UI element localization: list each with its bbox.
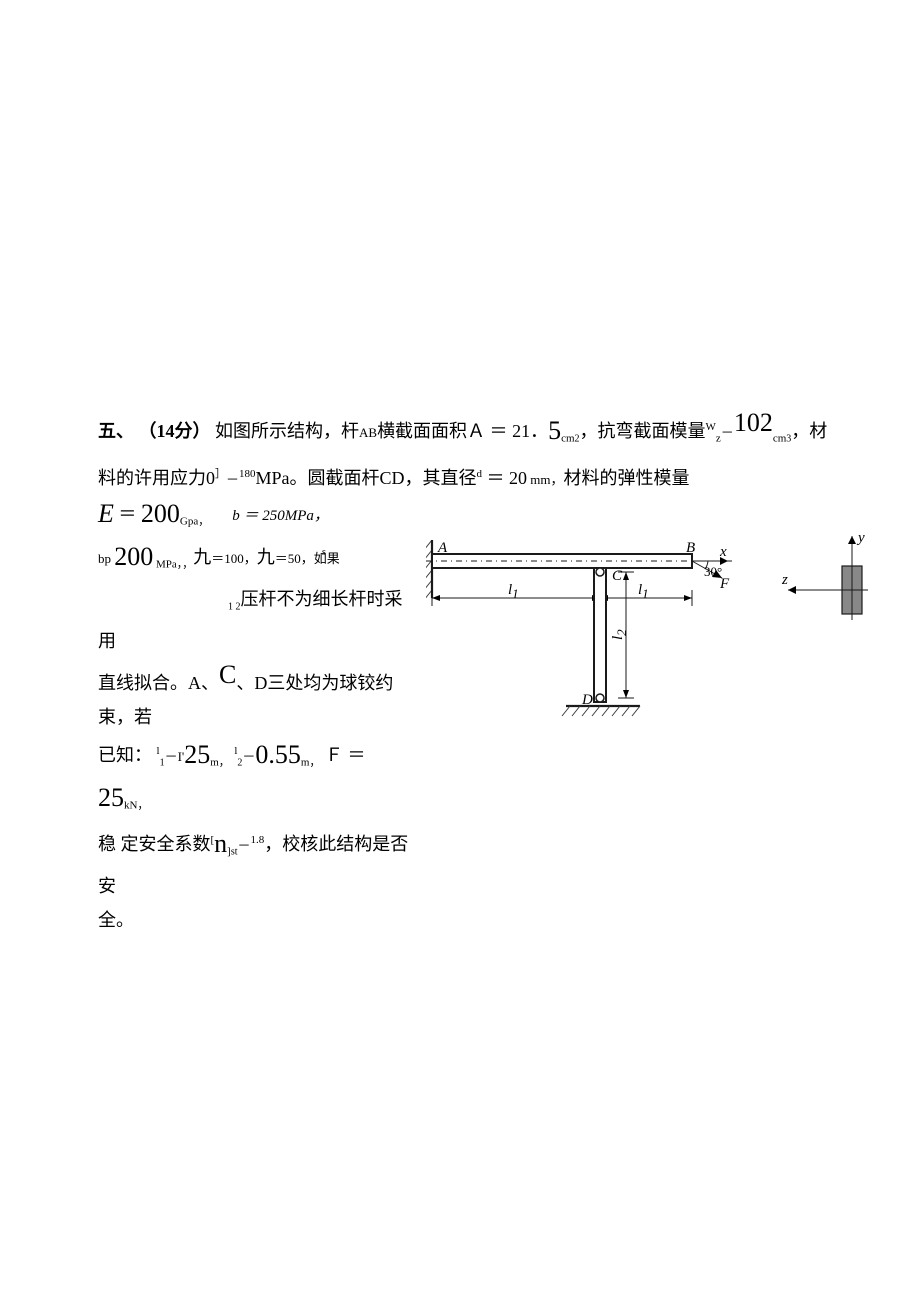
t: ，其直径 bbox=[405, 468, 477, 488]
t: 稳 定安全系数 bbox=[98, 834, 211, 854]
t: cm bbox=[561, 433, 574, 445]
t: 1 2 bbox=[228, 601, 241, 612]
t: 0 bbox=[206, 468, 215, 488]
line-9: 全。 bbox=[98, 903, 416, 937]
t: 200 bbox=[114, 542, 153, 571]
line-7: 已知： l1－I'25m， l2－0.55m， Ｆ ＝ 25kN， bbox=[98, 734, 416, 822]
t: ，材 bbox=[791, 421, 827, 441]
t: MPa。 bbox=[256, 468, 308, 488]
t: 压杆不为细长杆时采用 bbox=[98, 589, 403, 652]
structure-figure: B x 30° F A l1 l1 C D bbox=[426, 540, 746, 740]
left-column: bp 200 MPa，，九＝100，九＝50，如果 1 2压杆不为细长杆时采用 … bbox=[98, 540, 416, 937]
t: mm， bbox=[527, 472, 563, 487]
t: 全。 bbox=[98, 910, 134, 930]
t: kN， bbox=[124, 800, 148, 812]
t: 圆截面杆 bbox=[308, 468, 380, 488]
t: 25 bbox=[184, 740, 210, 769]
t: 200 bbox=[141, 499, 180, 528]
t: － bbox=[226, 472, 239, 487]
label-x: x bbox=[719, 544, 727, 560]
t: ＝50，如果 bbox=[275, 551, 340, 566]
t: 180 bbox=[239, 468, 256, 480]
t: ， bbox=[182, 559, 193, 571]
t: － bbox=[165, 749, 178, 764]
t: 102 bbox=[734, 408, 773, 437]
line-4: bp 200 MPa，，九＝100，九＝50，如果 bbox=[98, 540, 416, 582]
t: 25 bbox=[98, 783, 124, 812]
t: Gpa， bbox=[180, 515, 209, 527]
t: ＝ bbox=[118, 504, 141, 524]
t: bp bbox=[98, 551, 114, 566]
line-5: 1 2压杆不为细长杆时采用 bbox=[98, 582, 416, 659]
t: 横截面面积 bbox=[377, 421, 467, 441]
t: m， bbox=[301, 757, 321, 769]
line-1: 五、 （14分） 如图所示结构，杆AB横截面面积Ａ ＝ 21．5cm2，抗弯截面… bbox=[98, 406, 842, 457]
t: ＝ bbox=[482, 468, 509, 488]
t: － bbox=[238, 838, 251, 853]
t: 料的许用应力 bbox=[98, 468, 206, 488]
t: 0.55 bbox=[255, 740, 301, 769]
label-y: y bbox=[856, 530, 865, 546]
t: n bbox=[214, 829, 227, 858]
t: ，抗弯截面模量 bbox=[580, 421, 706, 441]
t: 已知： bbox=[98, 745, 152, 765]
problem-number: 五、 bbox=[98, 421, 134, 441]
t: CD bbox=[380, 468, 405, 488]
t: 20 bbox=[509, 468, 527, 488]
label-z: z bbox=[781, 572, 788, 588]
label-C: C bbox=[612, 568, 623, 584]
line-6: 直线拟合。A、C、D三处均为球铰约束，若 bbox=[98, 658, 416, 734]
t: － bbox=[721, 425, 734, 440]
t: 1.8 bbox=[251, 834, 265, 846]
label-B: B bbox=[686, 540, 695, 556]
t: 九 bbox=[193, 547, 211, 567]
page: 五、 （14分） 如图所示结构，杆AB横截面面积Ａ ＝ 21．5cm2，抗弯截面… bbox=[0, 0, 920, 1302]
t: Ｆ ＝ bbox=[325, 745, 366, 765]
t: MPa， bbox=[153, 559, 182, 571]
t: ＝100， bbox=[211, 551, 257, 566]
t: cm bbox=[773, 433, 786, 445]
t: AB bbox=[359, 425, 377, 440]
label-l1s: 1 bbox=[512, 586, 519, 601]
t: 材料的弹性模量 bbox=[564, 468, 690, 488]
points: （14分） bbox=[139, 421, 211, 441]
line-8: 稳 定安全系数[n]st－1.8，校核此结构是否 安 bbox=[98, 823, 416, 904]
line-2: 料的许用应力0］－180MPa。圆截面杆CD，其直径d ＝ 20 mm，材料的弹… bbox=[98, 457, 842, 497]
t: l bbox=[234, 745, 237, 757]
label-A: A bbox=[437, 540, 448, 556]
label-l1bs: 1 bbox=[642, 586, 649, 601]
label-l2s: 2 bbox=[614, 629, 629, 636]
t: 直线拟合。A、 bbox=[98, 673, 219, 693]
t: C bbox=[219, 660, 236, 689]
t: 5 bbox=[548, 416, 561, 445]
t: Ａ ＝ bbox=[467, 421, 512, 441]
section-axes-figure: z y bbox=[780, 530, 900, 650]
t: b ＝ 250MPa， bbox=[232, 508, 329, 524]
t: W bbox=[706, 421, 716, 433]
t: 如图所示结构，杆 bbox=[215, 421, 359, 441]
t: ］ bbox=[215, 468, 226, 480]
t: 九 bbox=[257, 547, 275, 567]
t: － bbox=[242, 749, 255, 764]
t: E bbox=[98, 499, 114, 528]
line-3: E ＝ 200Gpa， b ＝ 250MPa， bbox=[98, 497, 842, 539]
t: m， bbox=[210, 757, 230, 769]
label-F: F bbox=[719, 576, 730, 592]
t: st bbox=[231, 846, 238, 857]
t: l bbox=[157, 745, 160, 757]
t: 21． bbox=[512, 421, 548, 441]
